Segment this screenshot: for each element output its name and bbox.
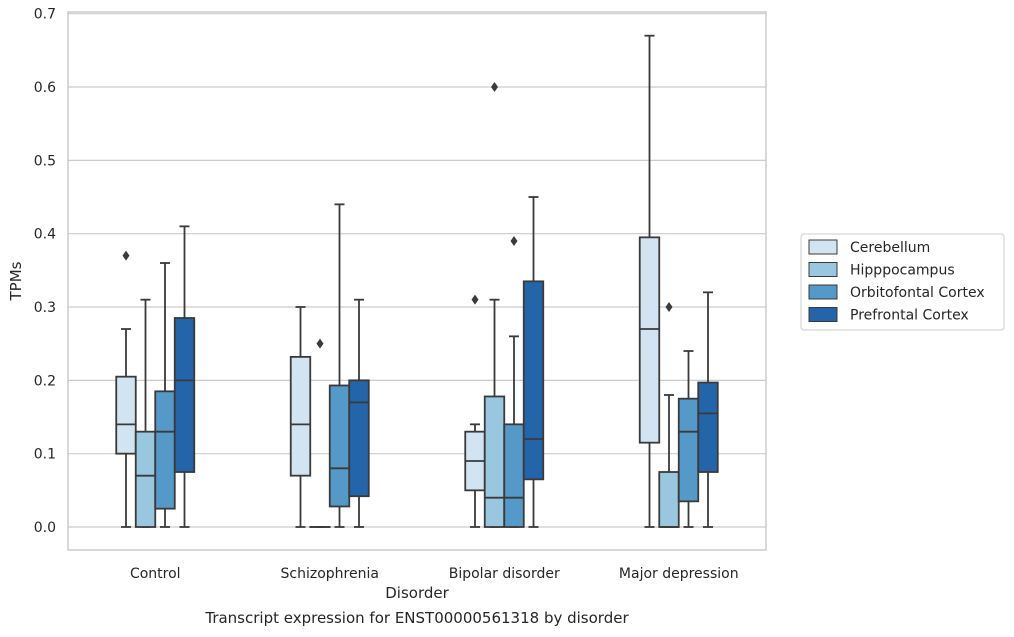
y-tick-label: 0.1 (34, 447, 56, 463)
box (522, 196, 545, 528)
legend-label: Prefrontal Cortex (850, 308, 969, 324)
box-body (154, 390, 176, 510)
box (154, 262, 176, 528)
legend-frame (800, 233, 1005, 331)
y-axis-label: TPMs (7, 261, 25, 301)
box (697, 291, 719, 528)
outlier-point (316, 338, 324, 349)
x-tick-label: Bipolar disorder (449, 566, 560, 582)
y-axis-ticks: 0.0 0.1 0.2 0.3 0.4 0.5 0.6 0.7 (34, 7, 56, 536)
figure-caption: Transcript expression for ENST0000056131… (205, 609, 629, 627)
box-body (638, 236, 661, 444)
box (309, 338, 331, 528)
legend-swatch (808, 307, 838, 322)
y-tick-label: 0.5 (34, 153, 56, 169)
outlier-point (510, 236, 518, 247)
box (464, 294, 486, 528)
outlier-point (122, 250, 130, 261)
legend-label: Hipppocampus (850, 263, 955, 279)
box-body (483, 395, 506, 528)
x-axis-ticks: Control Schizophrenia Bipolar disorder Majo… (130, 566, 739, 582)
box (348, 298, 370, 528)
box (115, 250, 137, 528)
box-body (677, 397, 700, 503)
series-orbitofontal-cortex (154, 203, 700, 528)
box (503, 236, 525, 528)
x-axis-label: Disorder (385, 584, 449, 602)
y-tick-label: 0.0 (34, 520, 56, 536)
box (289, 306, 312, 528)
y-tick-label: 0.2 (34, 373, 56, 389)
legend-swatch (808, 284, 838, 300)
y-tick-label: 0.7 (34, 7, 56, 23)
box-body (697, 381, 719, 473)
legend-swatch (808, 262, 838, 277)
box (173, 225, 196, 528)
box-body (328, 384, 351, 508)
legend-label: Orbitofontal Cortex (850, 285, 985, 301)
box (638, 34, 661, 528)
outlier-point (491, 82, 498, 93)
box (328, 203, 351, 528)
box-body (503, 423, 525, 528)
box (483, 82, 506, 528)
x-tick-label: Schizophrenia (281, 566, 379, 582)
series-hipppocampus (134, 82, 680, 528)
series-prefrontal-cortex (173, 196, 719, 528)
box (677, 350, 700, 528)
box-body (115, 375, 137, 455)
box-body (348, 379, 370, 498)
y-tick-label: 0.6 (34, 80, 56, 96)
box (658, 302, 680, 528)
box (134, 298, 157, 528)
series-cerebellum (115, 34, 661, 528)
legend-label: Cerebellum (850, 240, 930, 256)
outlier-point (665, 302, 673, 313)
legend-swatch (808, 239, 838, 255)
box-body (522, 280, 545, 481)
x-tick-label: Control (130, 566, 181, 582)
y-tick-label: 0.3 (34, 300, 56, 316)
box-body (289, 355, 312, 477)
legend: Cerebellum Hipppocampus Orbitofontal Corte… (800, 233, 1005, 331)
box-body (658, 471, 680, 528)
box-body (134, 430, 157, 528)
y-tick-label: 0.4 (34, 227, 56, 243)
outlier-point (471, 294, 479, 305)
plot-area-frame (67, 11, 767, 551)
x-tick-label: Major depression (619, 566, 739, 582)
box-body (173, 317, 196, 473)
box-series-group (115, 34, 719, 528)
